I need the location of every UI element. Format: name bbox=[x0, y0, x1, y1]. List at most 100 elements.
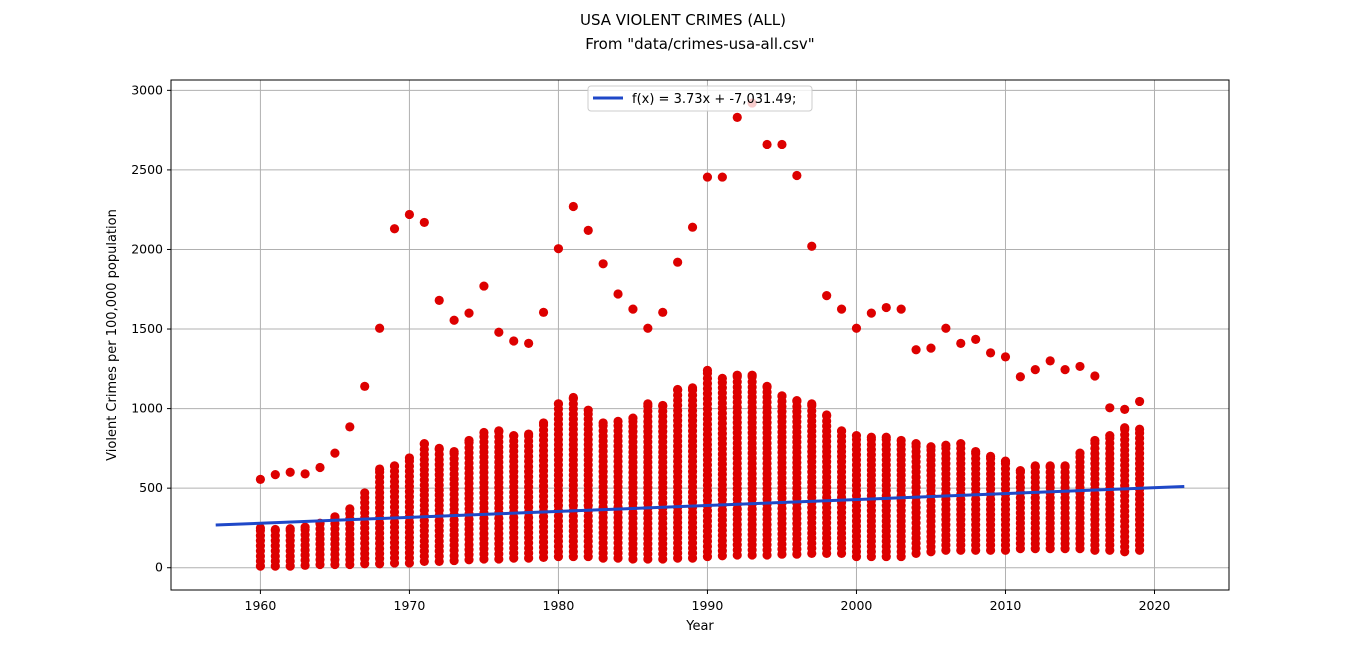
data-point bbox=[732, 370, 742, 380]
data-point bbox=[851, 431, 862, 441]
data-point bbox=[1090, 435, 1100, 446]
data-point bbox=[792, 396, 802, 406]
data-point bbox=[449, 315, 459, 325]
data-point bbox=[389, 461, 400, 471]
data-point bbox=[836, 426, 847, 436]
data-point bbox=[360, 488, 370, 498]
data-point bbox=[479, 281, 489, 291]
data-point bbox=[524, 338, 534, 348]
trend-line-group bbox=[215, 484, 1185, 527]
data-point bbox=[613, 416, 623, 426]
data-point bbox=[1075, 361, 1085, 372]
data-point bbox=[747, 370, 757, 380]
data-point bbox=[583, 405, 593, 415]
data-point bbox=[1120, 404, 1130, 414]
x-tick-label: 2020 bbox=[1139, 598, 1171, 613]
y-tick-label: 1500 bbox=[131, 321, 163, 336]
data-point bbox=[911, 345, 921, 355]
data-point bbox=[956, 338, 966, 348]
data-point bbox=[777, 391, 787, 401]
data-point bbox=[717, 172, 727, 182]
y-tick-label: 1000 bbox=[131, 401, 163, 416]
data-point bbox=[822, 291, 832, 301]
data-point bbox=[881, 432, 891, 442]
chart-subtitle: From "data/crimes-usa-all.csv" bbox=[585, 35, 815, 53]
data-point bbox=[509, 431, 519, 441]
data-point bbox=[568, 201, 578, 212]
data-point bbox=[792, 170, 802, 181]
x-tick-label: 1970 bbox=[394, 598, 426, 613]
data-point bbox=[434, 295, 444, 305]
data-point bbox=[255, 474, 266, 485]
x-tick-label: 1960 bbox=[245, 598, 277, 613]
x-tick-label: 2010 bbox=[990, 598, 1022, 613]
y-tick-label: 0 bbox=[155, 560, 163, 575]
data-point bbox=[896, 435, 906, 446]
data-point bbox=[658, 307, 668, 317]
data-point bbox=[643, 399, 653, 409]
data-point bbox=[628, 413, 638, 423]
data-point bbox=[822, 410, 832, 420]
data-point bbox=[434, 443, 444, 453]
data-point bbox=[1134, 396, 1145, 407]
data-points bbox=[255, 98, 1145, 571]
y-axis-ticks: 0 500 1000 1500 2000 2500 3000 bbox=[131, 82, 171, 575]
data-point bbox=[598, 259, 608, 269]
data-point bbox=[375, 464, 385, 474]
data-point bbox=[762, 139, 772, 150]
data-point bbox=[1105, 431, 1115, 441]
data-point bbox=[941, 323, 951, 333]
data-point bbox=[717, 373, 727, 383]
x-axis-label: Year bbox=[685, 619, 714, 634]
data-point bbox=[538, 307, 549, 317]
data-point bbox=[836, 304, 847, 314]
chart-title: USA VIOLENT CRIMES (ALL) bbox=[580, 11, 786, 29]
data-point bbox=[300, 522, 310, 532]
data-point bbox=[687, 222, 698, 232]
data-point bbox=[345, 504, 355, 514]
y-tick-label: 2500 bbox=[131, 162, 163, 177]
data-point bbox=[419, 217, 429, 228]
data-point bbox=[613, 289, 623, 299]
data-point bbox=[1134, 424, 1145, 434]
data-point bbox=[1045, 356, 1055, 366]
data-point bbox=[851, 323, 862, 333]
data-point bbox=[1030, 365, 1040, 375]
data-point bbox=[524, 429, 534, 439]
data-point bbox=[807, 241, 817, 251]
x-tick-label: 1980 bbox=[543, 598, 575, 613]
data-point bbox=[255, 523, 266, 533]
data-point bbox=[285, 524, 295, 534]
data-point bbox=[404, 453, 415, 463]
data-point bbox=[673, 384, 683, 395]
data-point bbox=[1105, 403, 1115, 413]
data-point bbox=[941, 440, 951, 450]
data-point bbox=[673, 257, 683, 267]
data-point bbox=[985, 451, 996, 461]
x-axis-ticks: 1960 1970 1980 1990 2000 2010 2020 bbox=[245, 590, 1171, 613]
data-point bbox=[1015, 372, 1025, 382]
data-point bbox=[807, 399, 817, 409]
data-point bbox=[553, 244, 564, 254]
data-point bbox=[985, 348, 996, 358]
y-axis-label: Violent Crimes per 100,000 population bbox=[105, 209, 120, 461]
data-point bbox=[330, 448, 340, 458]
data-point bbox=[971, 334, 981, 344]
grid-lines bbox=[171, 80, 1229, 590]
data-point bbox=[762, 381, 772, 391]
data-point bbox=[270, 470, 280, 480]
data-point bbox=[285, 467, 295, 477]
trend-line bbox=[215, 484, 1185, 527]
data-point bbox=[583, 225, 593, 235]
data-point bbox=[315, 462, 325, 473]
data-point bbox=[687, 383, 698, 393]
data-point bbox=[926, 343, 936, 353]
data-point bbox=[628, 304, 638, 314]
data-point bbox=[702, 172, 713, 182]
plot-frame bbox=[170, 79, 1230, 591]
data-point bbox=[375, 323, 385, 333]
data-point bbox=[1060, 365, 1070, 375]
data-point bbox=[881, 302, 891, 313]
data-point bbox=[464, 435, 474, 446]
